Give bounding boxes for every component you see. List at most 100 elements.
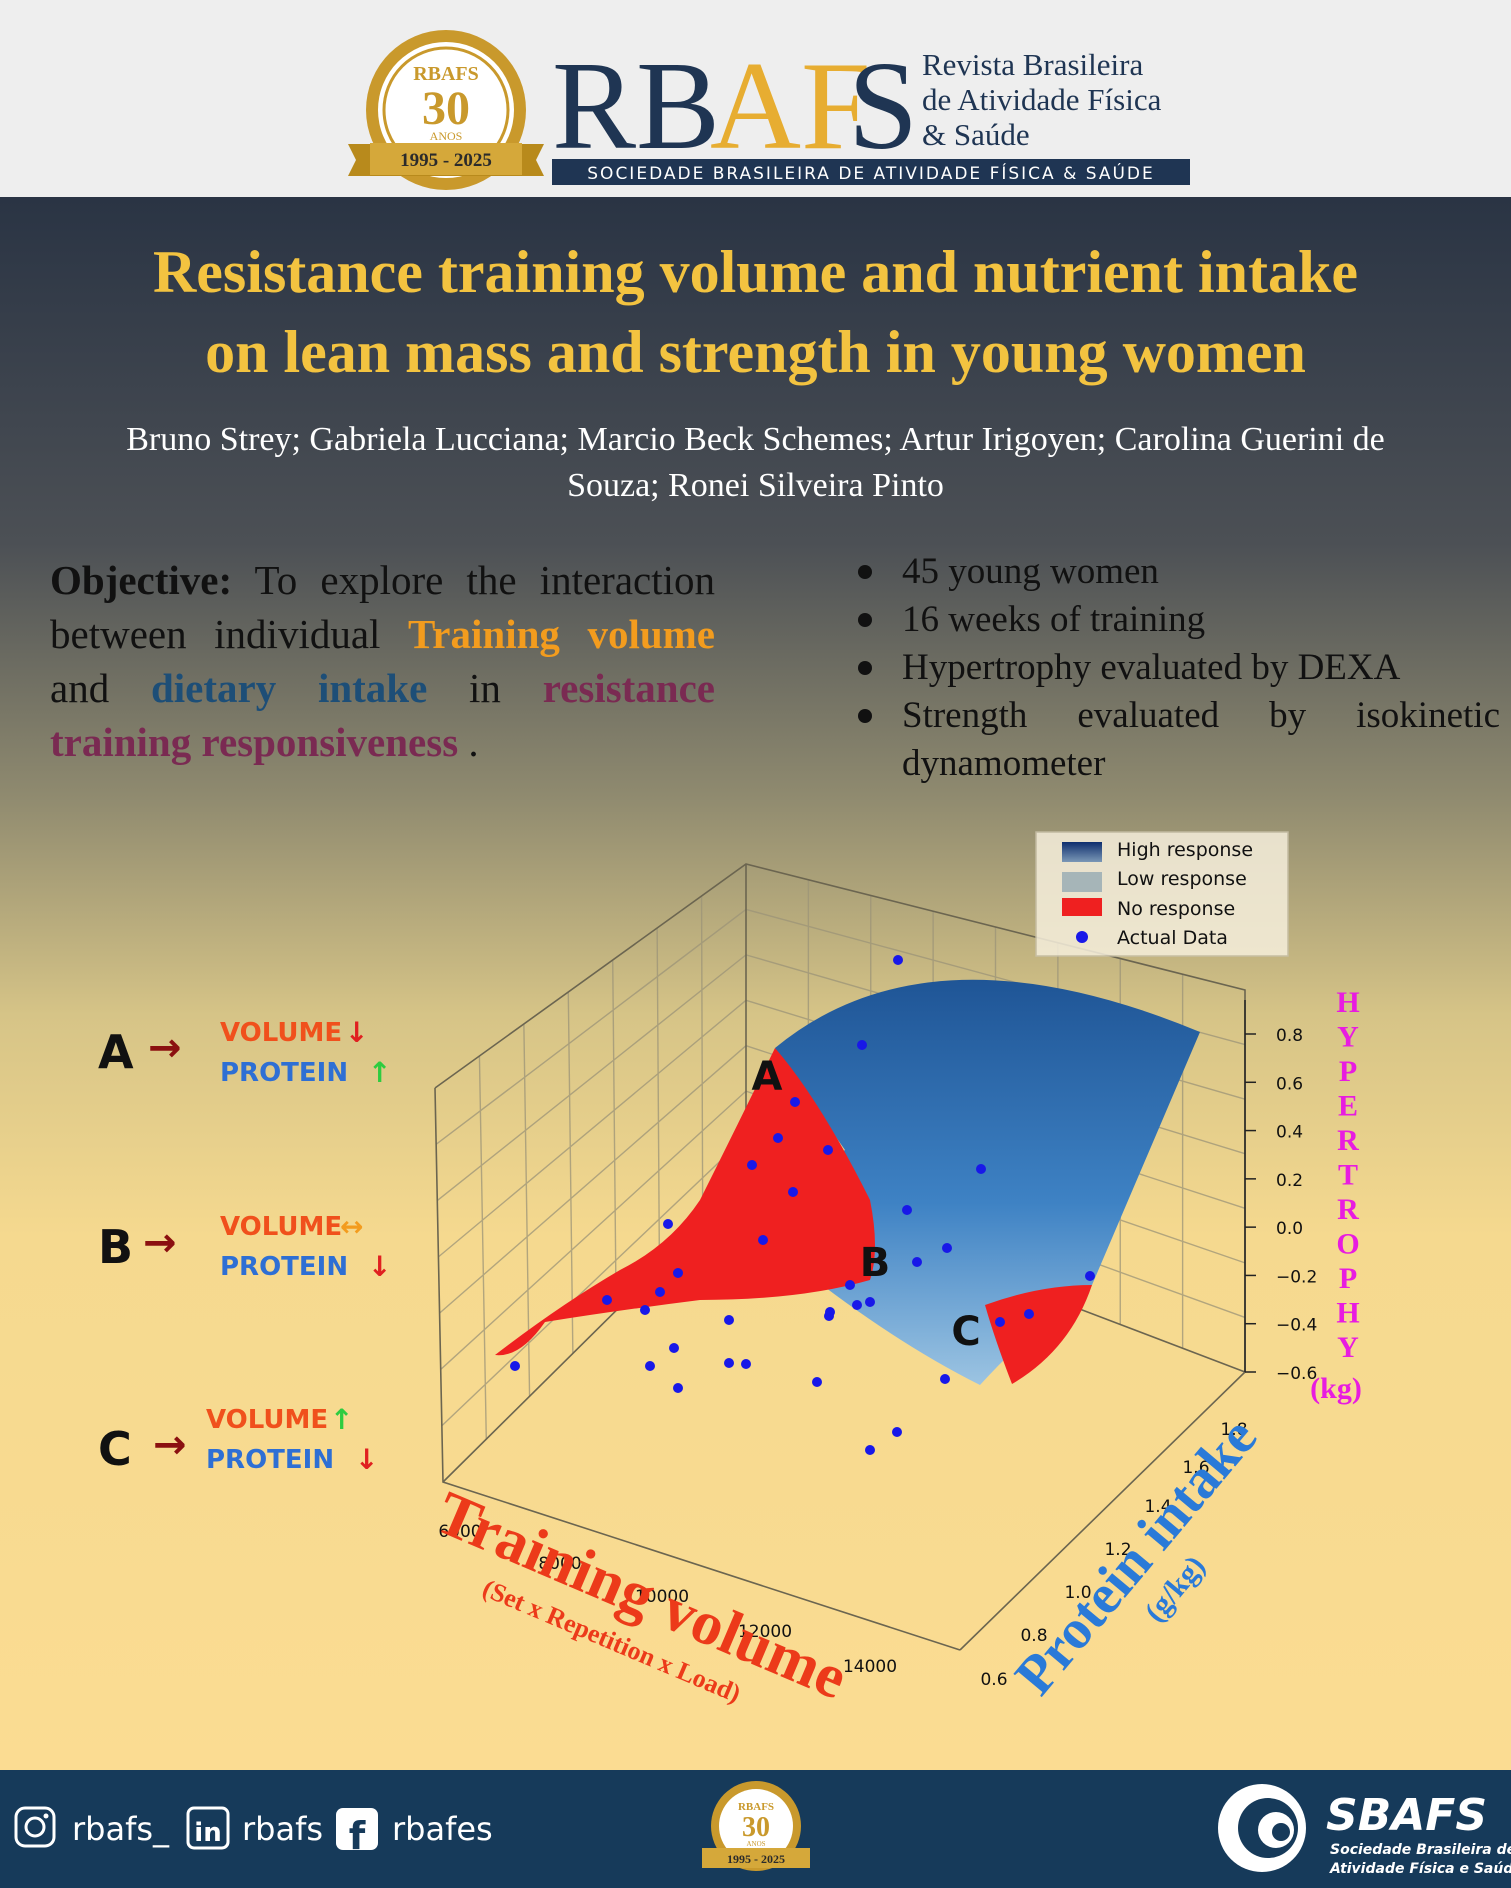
arrow-up-icon: ↑ — [368, 1056, 392, 1089]
sbafs-line1: Sociedade Brasileira de — [1330, 1842, 1511, 1858]
z-tick-label: −0.2 — [1276, 1267, 1317, 1287]
data-point — [673, 1268, 683, 1278]
data-point — [942, 1243, 952, 1253]
objective-text: and — [50, 665, 151, 711]
highlight-training-volume: Training volume — [408, 611, 716, 657]
scenario-volume: VOLUME — [206, 1405, 329, 1435]
footer: rbafs_ in rbafs f rbafes RBAFS 30 ANOS 1… — [0, 1770, 1511, 1888]
z-axis-title-letter: H — [1336, 1297, 1359, 1330]
z-tick-label: 0.2 — [1276, 1171, 1303, 1191]
data-point — [892, 1427, 902, 1437]
scenario-volume: VOLUME — [220, 1018, 343, 1048]
legend-entry: High response — [1117, 839, 1253, 861]
scenario-letter: C — [98, 1422, 132, 1476]
data-point — [640, 1305, 650, 1315]
footer-content: rbafs_ in rbafs f rbafes RBAFS 30 ANOS 1… — [14, 1781, 1511, 1877]
footer-seal: RBAFS 30 ANOS 1995 - 2025 — [702, 1781, 810, 1871]
z-tick-label: 0.8 — [1276, 1026, 1303, 1046]
linkedin-link[interactable]: in rbafs — [186, 1806, 323, 1850]
footer-seal-ribbon: 1995 - 2025 — [727, 1852, 785, 1866]
scenario-protein: PROTEIN — [206, 1445, 335, 1475]
x-axis-title: Training volume (Set x Repetition x Load… — [427, 1479, 857, 1713]
header-logos: RBAFS 30 ANOS 1995 - 2025 RB AF S Revist… — [348, 30, 1190, 190]
authors-line-2: Souza; Ronei Silveira Pinto — [567, 467, 944, 504]
seal-number: 30 — [422, 82, 470, 135]
seal-sub: ANOS — [430, 129, 463, 143]
poster-title: Resistance training volume and nutrient … — [40, 232, 1471, 392]
data-point — [902, 1205, 912, 1215]
scenario-letter: A — [98, 1025, 134, 1079]
z-axis-title-letter: P — [1339, 1055, 1357, 1088]
objective-paragraph: Objective: To explore the interaction be… — [50, 553, 715, 769]
instagram-link[interactable]: rbafs_ — [14, 1806, 170, 1848]
facebook-link[interactable]: f rbafes — [336, 1808, 493, 1858]
data-point — [1024, 1309, 1034, 1319]
legend-entry: No response — [1117, 898, 1235, 920]
facebook-icon — [336, 1808, 378, 1850]
data-point — [510, 1361, 520, 1371]
scenario-protein: PROTEIN — [220, 1058, 349, 1088]
data-point — [773, 1133, 783, 1143]
footer-seal-number: 30 — [742, 1812, 770, 1843]
objective-text: . — [458, 719, 479, 765]
linkedin-icon — [186, 1806, 230, 1850]
surface-high-response — [545, 979, 1200, 1385]
data-point — [857, 1040, 867, 1050]
x-tick-label: 12000 — [738, 1622, 792, 1642]
arrow-left-right-icon: ↔ — [340, 1210, 364, 1243]
objective-text: in — [427, 665, 543, 711]
authors: Bruno Strey; Gabriela Lucciana; Marcio B… — [30, 417, 1481, 509]
surface-no-response-a — [495, 1048, 875, 1356]
y-tick-label: 1.4 — [1144, 1497, 1171, 1517]
data-point — [995, 1317, 1005, 1327]
z-axis-title-letter: R — [1337, 1124, 1359, 1157]
footer-seal-sub: ANOS — [746, 1840, 765, 1848]
sbafs-name: SBAFS — [1326, 1790, 1487, 1841]
data-point — [741, 1359, 751, 1369]
surface-label-c: C — [951, 1309, 980, 1355]
sbafs-logo: SBAFS Sociedade Brasileira de Atividade … — [1218, 1784, 1511, 1877]
scenario-protein: PROTEIN — [220, 1252, 349, 1282]
x-tick-label: 10000 — [635, 1587, 689, 1607]
y-tick-label: 1.2 — [1104, 1540, 1131, 1560]
z-axis-title-letter: P — [1339, 1262, 1357, 1295]
y-tick-label: 1.0 — [1064, 1583, 1091, 1603]
data-point — [825, 1307, 835, 1317]
highlight-responsiveness: resistance training responsiveness — [50, 665, 715, 765]
data-point — [655, 1287, 665, 1297]
logo-bar-text: SOCIEDADE BRASILEIRA DE ATIVIDADE FÍSICA… — [587, 162, 1154, 184]
data-point — [812, 1377, 822, 1387]
y-tick-label: 0.6 — [980, 1670, 1007, 1690]
response-surface — [495, 979, 1200, 1385]
legend-entry: Low response — [1117, 868, 1247, 890]
y-axis-label: Protein intake — [1003, 1406, 1269, 1706]
arrow-up-icon: ↑ — [330, 1403, 354, 1436]
scenario-volume: VOLUME — [220, 1212, 343, 1242]
legend-swatch-low — [1062, 872, 1102, 892]
y-axis-ticks: 0.6 0.8 1.0 1.2 1.4 1.6 1.8 — [980, 1420, 1247, 1690]
data-point — [724, 1358, 734, 1368]
data-point — [790, 1097, 800, 1107]
z-axis-title-letter: H — [1336, 986, 1359, 1019]
data-point — [1085, 1271, 1095, 1281]
fact-item: 16 weeks of training — [850, 596, 1500, 644]
data-point — [823, 1145, 833, 1155]
arrow-down-icon: ↓ — [368, 1250, 392, 1283]
title-line-2: on lean mass and strength in young women — [205, 319, 1306, 385]
z-tick-label: −0.4 — [1276, 1316, 1317, 1336]
data-point — [893, 955, 903, 965]
x-tick-label: 8000 — [538, 1554, 581, 1574]
data-point — [865, 1445, 875, 1455]
poster-body — [0, 197, 1511, 1770]
data-point — [976, 1164, 986, 1174]
chart-legend: High response Low response No response A… — [1035, 831, 1289, 957]
arrow-down-icon: ↓ — [345, 1016, 369, 1049]
z-axis-ticks: 0.8 0.6 0.4 0.2 0.0 −0.2 −0.4 −0.6 — [1244, 1000, 1317, 1384]
scenario-arrow-icon: → — [153, 1422, 187, 1468]
data-point — [673, 1383, 683, 1393]
y-tick-label: 1.6 — [1182, 1458, 1209, 1478]
study-facts: 45 young women 16 weeks of training Hype… — [850, 548, 1500, 788]
z-tick-label: 0.4 — [1276, 1123, 1303, 1143]
svg-text:f: f — [349, 1814, 366, 1858]
logo-s: S — [848, 37, 918, 176]
